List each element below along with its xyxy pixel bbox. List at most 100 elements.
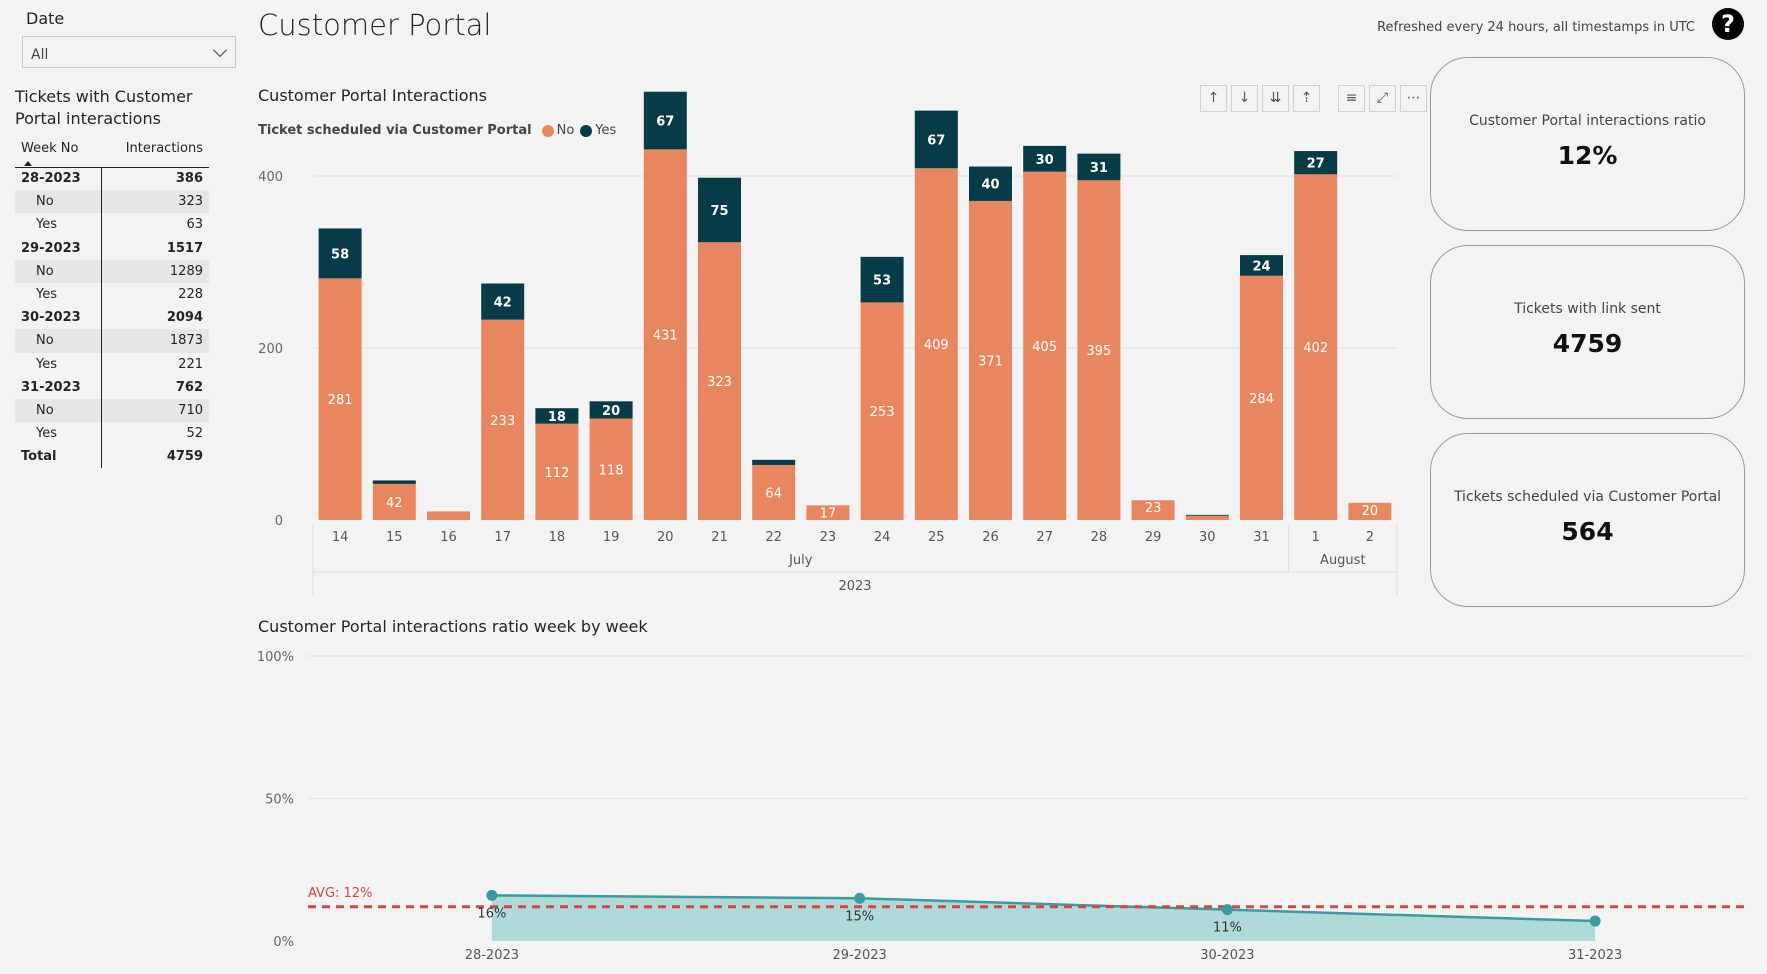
bar-yes (1240, 255, 1283, 276)
bar-no (752, 464, 796, 520)
bar-label-yes: 53 (873, 274, 891, 289)
filter-icon[interactable]: ≡ (1338, 85, 1365, 112)
x-tick-label: 25 (928, 530, 945, 545)
table-group-row[interactable]: 29-2023 1517 (15, 236, 209, 260)
column-header-interactions[interactable]: Interactions (125, 141, 203, 157)
row-label: No (15, 259, 102, 283)
bar-no (589, 418, 633, 520)
bar-yes (372, 480, 416, 484)
focus-mode-icon[interactable]: ⤢ (1369, 85, 1396, 112)
row-label: 28-2023 (15, 166, 102, 191)
bar-yes (1185, 514, 1229, 516)
x-tick-label: 22 (765, 530, 782, 545)
kpi-card-link-sent: Tickets with link sent 4759 (1430, 245, 1745, 419)
bar-yes (535, 408, 579, 424)
x-tick-label: 19 (603, 530, 620, 545)
x-tick-label: 16 (440, 530, 457, 545)
bar-yes (1077, 153, 1121, 181)
bar-no (481, 319, 525, 520)
bar-no (1131, 500, 1175, 520)
bar-no (860, 302, 904, 520)
row-value: 386 (101, 166, 209, 191)
sort-descending-icon[interactable]: ↓ (1231, 85, 1258, 112)
bar-no (1240, 275, 1283, 520)
y-tick-label: 100% (257, 650, 294, 665)
x-tick-label: 31 (1253, 530, 1270, 545)
expand-all-icon[interactable]: ⇊ (1262, 85, 1289, 112)
x-tick-label: 17 (494, 530, 511, 545)
bar-no (643, 149, 687, 520)
row-value: 1873 (101, 329, 209, 353)
bar-yes (969, 166, 1012, 201)
table-row[interactable]: Yes 52 (15, 422, 209, 446)
table-row[interactable]: No 323 (15, 190, 209, 214)
bar-yes (1023, 145, 1067, 172)
x-group-label: August (1320, 553, 1366, 568)
table-row[interactable]: Yes 221 (15, 352, 209, 376)
data-point (1589, 915, 1601, 927)
table-group-row[interactable]: 30-2023 2094 (15, 306, 209, 330)
row-label: Yes (36, 356, 57, 372)
kpi-card-scheduled: Tickets scheduled via Customer Portal 56… (1430, 433, 1745, 607)
row-label: No (15, 329, 102, 353)
bar-label-yes: 31 (1090, 161, 1108, 176)
bar-label-no: 64 (765, 486, 782, 501)
more-options-icon[interactable]: ⋯ (1400, 85, 1427, 112)
row-label: No (15, 398, 102, 423)
bar-label-no: 23 (1145, 501, 1162, 516)
bar-no (698, 242, 741, 520)
y-tick-label: 200 (258, 342, 283, 357)
table-group-row[interactable]: 31-2023 762 (15, 375, 209, 399)
bar-yes (860, 256, 904, 303)
row-label: 30-2023 (21, 310, 81, 326)
column-header-week[interactable]: Week No (15, 133, 102, 167)
table-row[interactable]: No 1873 (15, 329, 209, 353)
chart-legend: Ticket scheduled via Customer Portal No … (258, 123, 622, 138)
row-value: 762 (101, 375, 209, 399)
x-tick-label: 18 (549, 530, 566, 545)
table-row[interactable]: Yes 63 (15, 213, 209, 237)
y-tick-label: 0 (275, 514, 283, 529)
bar-label-no: 405 (1032, 340, 1057, 355)
x-tick-label: 30 (1199, 530, 1216, 545)
kpi-card-ratio: Customer Portal interactions ratio 12% (1430, 57, 1745, 231)
data-point (854, 892, 866, 904)
table-total-row[interactable]: Total 4759 (15, 445, 209, 469)
table-row[interactable]: No 1289 (15, 259, 209, 283)
row-label: 29-2023 (21, 240, 81, 256)
bar-label-no: 17 (820, 506, 837, 521)
x-tick-label: 28 (1091, 530, 1108, 545)
x-tick-label: 27 (1036, 530, 1053, 545)
date-filter-value: All (31, 47, 49, 63)
date-filter-dropdown[interactable]: All (22, 36, 236, 68)
kpi-label: Tickets scheduled via Customer Portal (1453, 489, 1722, 505)
refresh-note: Refreshed every 24 hours, all timestamps… (1377, 20, 1695, 35)
bar-no (1294, 174, 1338, 520)
y-tick-label: 400 (258, 170, 283, 185)
bar-label-yes: 27 (1307, 157, 1325, 172)
question-circle-icon[interactable]: ? (1712, 8, 1744, 40)
row-value: 710 (101, 398, 209, 423)
line-chart-title: Customer Portal interactions ratio week … (258, 617, 648, 636)
bar-label-no: 284 (1249, 392, 1274, 407)
row-label: Yes (36, 426, 57, 442)
bar-label-yes: 30 (1036, 153, 1054, 168)
table-row[interactable]: No 710 (15, 398, 209, 423)
bar-label-no: 233 (490, 414, 515, 429)
row-label: Yes (36, 287, 57, 303)
table-group-row[interactable]: 28-2023 386 (15, 166, 209, 191)
legend-item-no[interactable]: No (541, 123, 574, 138)
bar-label-no: 253 (870, 405, 895, 420)
visual-toolbar: ↑ ↓ ⇊ ⇡ ≡ ⤢ ⋯ (1200, 85, 1427, 112)
kpi-value: 4759 (1552, 329, 1623, 358)
sort-ascending-icon[interactable]: ↑ (1200, 85, 1227, 112)
x-tick-label: 29-2023 (832, 948, 886, 963)
row-value: 323 (101, 190, 209, 214)
drill-up-icon[interactable]: ⇡ (1293, 85, 1320, 112)
legend-item-yes[interactable]: Yes (580, 123, 616, 138)
ratio-line (491, 894, 1596, 923)
bar-label-yes: 75 (710, 204, 728, 219)
bar-yes (914, 110, 958, 169)
kpi-label: Customer Portal interactions ratio (1469, 113, 1706, 129)
table-row[interactable]: Yes 228 (15, 282, 209, 307)
